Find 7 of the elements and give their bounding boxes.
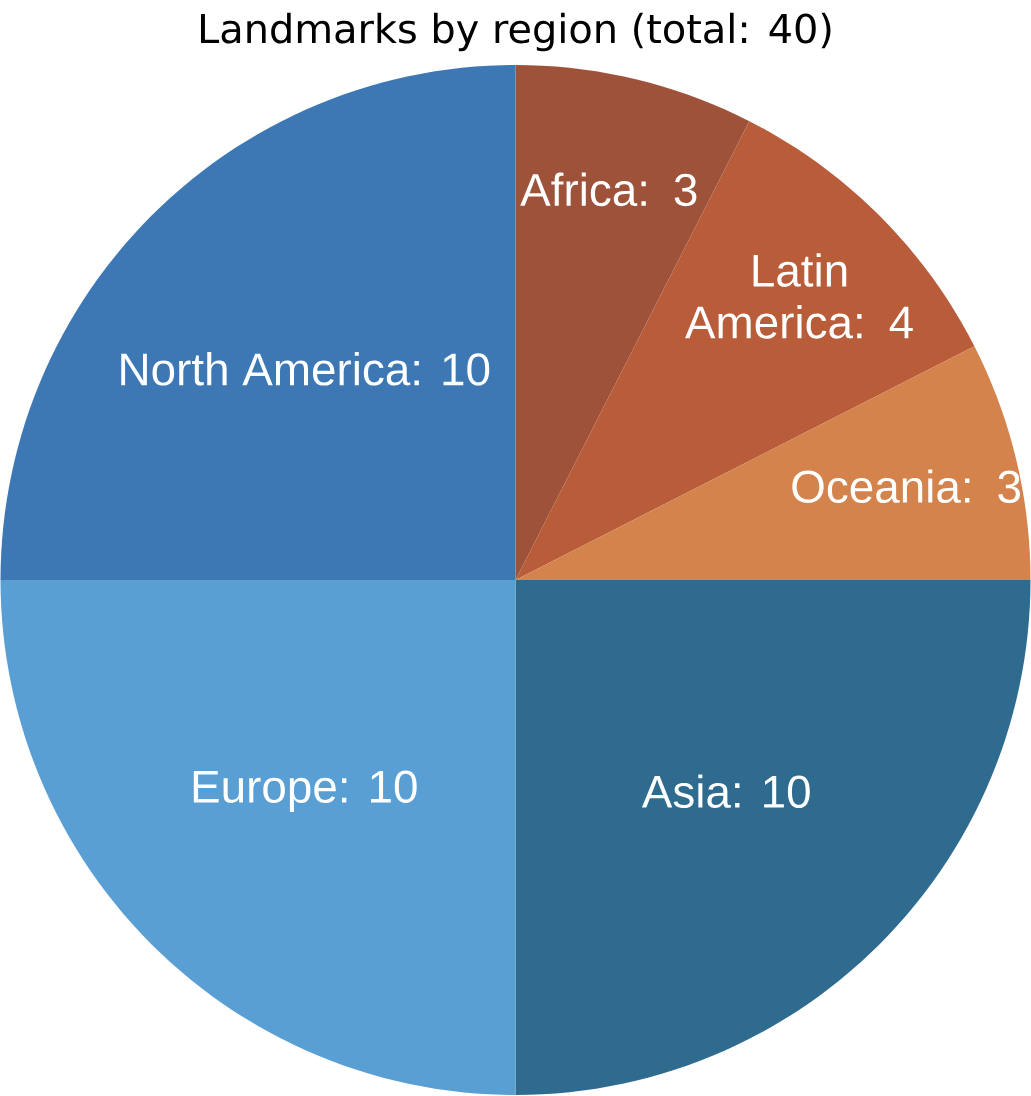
chart-title: Landmarks by region (total: 40): [201, 12, 831, 52]
slice-label: Europe: 10: [193, 770, 417, 812]
slice-label: Asia: 10: [641, 774, 810, 809]
slice-label: Latin America: 4: [685, 253, 913, 339]
slice-label: North America: 10: [121, 351, 490, 386]
slice-label: Africa: 3: [520, 172, 697, 207]
slice-label: Oceania: 3: [792, 469, 1020, 504]
